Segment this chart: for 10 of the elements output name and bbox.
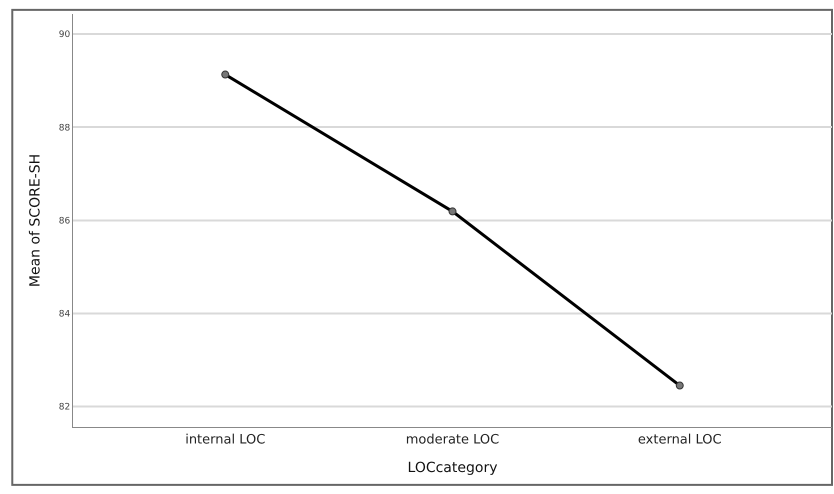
x-tick-label: external LOC bbox=[638, 432, 722, 448]
y-tick-label: 90 bbox=[58, 30, 70, 40]
x-tick-label: moderate LOC bbox=[406, 432, 500, 448]
y-tick-label: 82 bbox=[58, 402, 70, 413]
y-tick-label: 88 bbox=[58, 123, 70, 134]
x-axis-title: LOCcategory bbox=[408, 460, 498, 476]
y-tick-label: 86 bbox=[58, 216, 70, 226]
x-tick-label: internal LOC bbox=[185, 432, 266, 448]
y-axis-title: Mean of SCORE-SH bbox=[27, 154, 44, 288]
y-tick-label: 84 bbox=[58, 310, 70, 320]
